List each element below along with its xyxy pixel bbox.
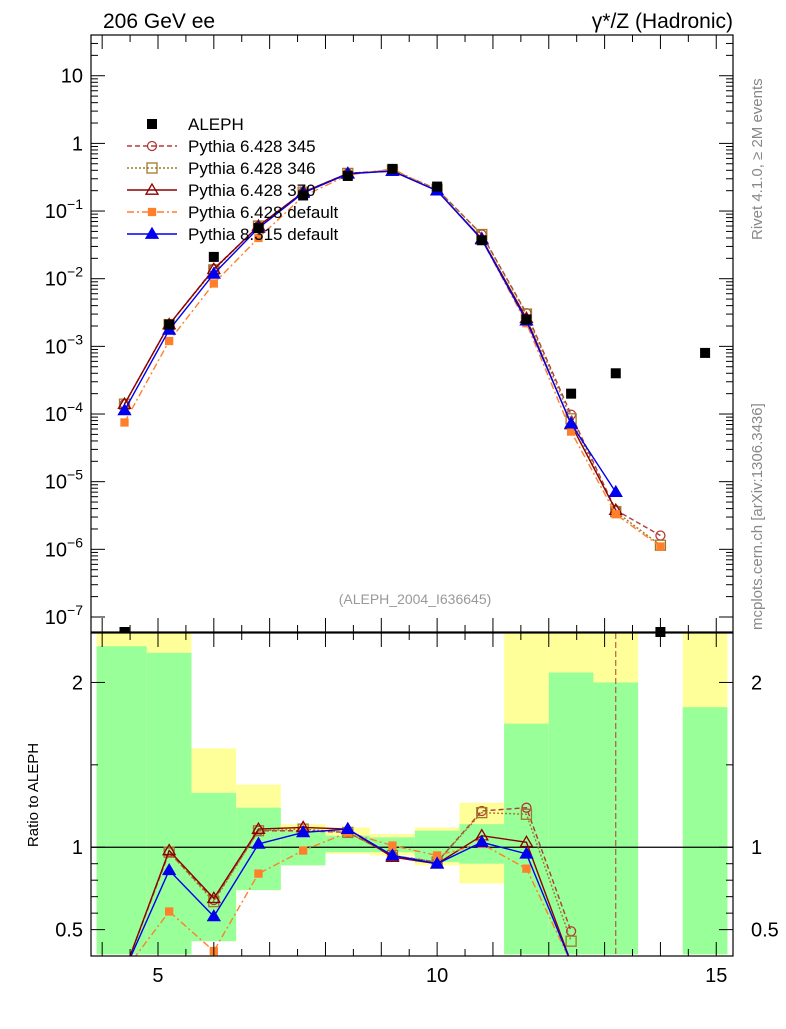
main-series-marker [120, 418, 129, 427]
aleph-data-point [342, 170, 353, 181]
legend-label: Pythia 6.428 346 [188, 159, 316, 178]
aleph-data-point [476, 235, 487, 246]
ratio-y-tick-label-right: 0.5 [751, 920, 779, 942]
ratio-series-marker [565, 935, 577, 947]
main-series-marker [254, 233, 263, 243]
aleph-data-point [298, 190, 309, 201]
aleph-data-point [387, 163, 398, 174]
y-tick-label: 10−1 [45, 196, 83, 223]
legend-marker [147, 207, 157, 217]
x-tick-label: 15 [705, 965, 727, 987]
legend-label: Pythia 6.428 default [188, 203, 339, 222]
ratio-series-marker [522, 864, 531, 873]
rivet-label: Rivet 4.1.0, ≥ 2M events [749, 78, 766, 240]
ratio-series-marker [206, 909, 221, 922]
legend-label: Pythia 6.428 370 [188, 181, 316, 200]
ratio-series-marker [476, 806, 488, 819]
header-right: γ*/Z (Hadronic) [592, 10, 733, 33]
ratio-series-marker [520, 808, 533, 820]
ratio-series-marker [519, 835, 534, 848]
ratio-y-tick-label: 2 [72, 672, 83, 694]
ratio-band-green [96, 646, 147, 955]
main-series-marker [566, 427, 576, 436]
ratio-series-marker [251, 821, 266, 834]
main-series-line [123, 170, 617, 493]
ratio-y-tick-label-right: 2 [751, 672, 762, 694]
ratio-ylabel: Ratio to ALEPH [25, 743, 42, 847]
ratio-frame [90, 632, 734, 957]
ratio-series-marker [296, 825, 311, 838]
ratio-band-green [325, 835, 371, 853]
ratio-band-green [504, 723, 549, 955]
mcplots-label: mcplots.cern.ch [arXiv:1306.3436] [749, 403, 766, 630]
ratio-series-marker [162, 843, 177, 856]
ratio-band-green [548, 672, 594, 955]
y-tick-label: 10 [61, 66, 83, 88]
x-tick-label: 5 [152, 965, 163, 987]
ratio-series-marker [298, 846, 308, 855]
ratio-series-marker [388, 841, 397, 850]
y-tick-label: 1 [72, 133, 83, 155]
ratio-series-marker [254, 869, 263, 878]
aleph-data-point [566, 388, 577, 399]
aleph-data-point [521, 314, 532, 325]
aleph-data-point [208, 251, 219, 262]
main-series-marker [608, 484, 623, 498]
ratio-series-marker [429, 856, 445, 869]
main-series-marker [209, 279, 218, 288]
legend-marker [144, 226, 160, 239]
main-series-marker [563, 416, 579, 429]
ratio-series-marker [474, 835, 489, 848]
main-series-marker [117, 403, 132, 416]
aleph-data-point [432, 181, 443, 192]
y-tick-label: 10−5 [45, 467, 83, 494]
ratio-series-marker [385, 848, 400, 861]
legend-marker [147, 119, 157, 129]
aleph-data-point [253, 223, 264, 234]
legend-marker [144, 182, 160, 195]
ratio-series-marker [340, 821, 355, 834]
y-tick-label: 10−2 [45, 264, 83, 291]
header-left: 206 GeV ee [103, 10, 215, 33]
ratio-series-marker [251, 836, 266, 849]
main-series-marker [165, 336, 174, 346]
main-series-marker [206, 266, 221, 279]
legend-marker [146, 162, 158, 174]
ratio-y-tick-label: 0.5 [55, 920, 83, 942]
y-tick-label: 10−7 [45, 602, 83, 629]
aleph-data-point [610, 368, 621, 379]
legend-label: Pythia 8.315 default [188, 225, 339, 244]
ratio-band-green [682, 707, 728, 955]
aleph-data-point [700, 347, 711, 358]
aleph-data-point [164, 319, 175, 330]
main-frame [90, 34, 734, 633]
ratio-series-group [130, 821, 570, 956]
y-tick-label: 10−3 [45, 331, 83, 358]
ratio-series-marker [206, 891, 221, 904]
x-tick-label: 10 [426, 965, 448, 987]
y-tick-label: 10−4 [45, 399, 83, 426]
main-series-marker [611, 510, 620, 519]
ratio-series-marker [162, 863, 177, 876]
legend-marker [146, 140, 158, 152]
ratio-series-marker [165, 907, 174, 916]
legend-label: ALEPH [188, 115, 244, 134]
ratio-series-marker [521, 802, 532, 813]
main-series-marker [656, 542, 665, 551]
legend-label: Pythia 6.428 345 [188, 137, 316, 156]
y-tick-label: 10−6 [45, 534, 83, 561]
ratio-y-tick-label-right: 1 [751, 837, 762, 859]
ratio-series-marker [519, 846, 534, 859]
ratio-y-tick-label: 1 [72, 837, 83, 859]
analysis-tag: (ALEPH_2004_I636645) [339, 591, 492, 607]
